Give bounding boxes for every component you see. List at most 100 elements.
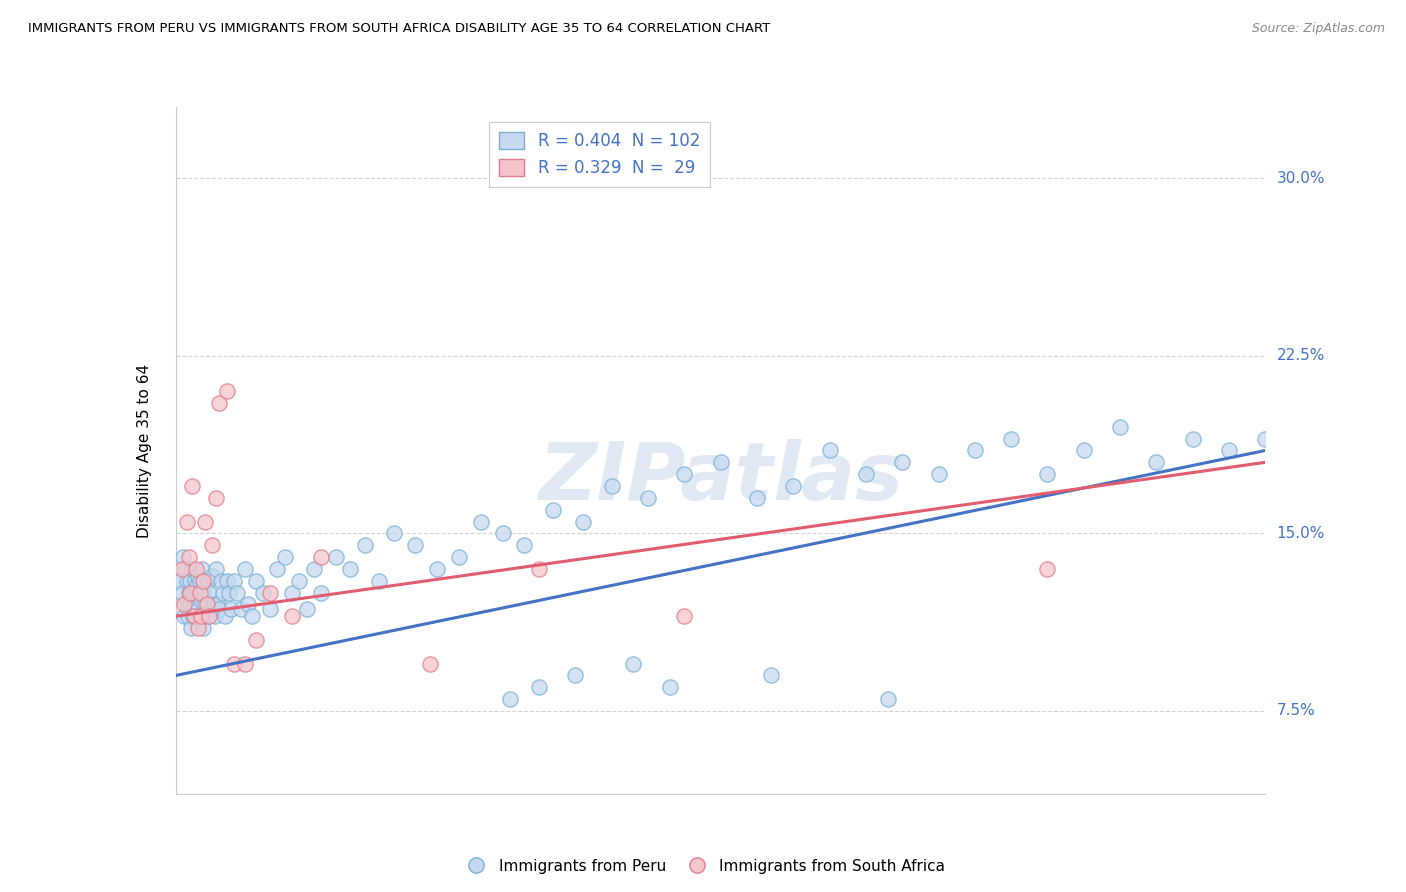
Text: ZIPatlas: ZIPatlas	[538, 439, 903, 517]
Point	[193, 574, 215, 588]
Point	[186, 621, 209, 635]
Point	[295, 602, 318, 616]
Point	[1000, 432, 1022, 446]
Point	[259, 585, 281, 599]
Point	[266, 562, 288, 576]
Point	[209, 574, 232, 588]
Point	[191, 562, 214, 576]
Point	[325, 549, 347, 564]
Text: 22.5%: 22.5%	[1277, 348, 1324, 363]
Point	[179, 598, 201, 612]
Point	[492, 526, 515, 541]
Point	[600, 479, 623, 493]
Point	[658, 681, 681, 695]
Point	[928, 467, 950, 482]
Point	[527, 681, 550, 695]
Point	[179, 585, 201, 599]
Point	[186, 578, 208, 592]
Point	[181, 479, 204, 493]
Point	[782, 479, 804, 493]
Point	[564, 668, 586, 682]
Point	[274, 549, 297, 564]
Point	[190, 592, 212, 607]
Point	[207, 598, 229, 612]
Point	[177, 585, 200, 599]
Point	[1218, 443, 1240, 458]
Point	[181, 609, 204, 624]
Text: IMMIGRANTS FROM PERU VS IMMIGRANTS FROM SOUTH AFRICA DISABILITY AGE 35 TO 64 COR: IMMIGRANTS FROM PERU VS IMMIGRANTS FROM …	[28, 22, 770, 36]
Point	[447, 549, 470, 564]
Point	[181, 562, 204, 576]
Point	[184, 585, 207, 599]
Point	[527, 562, 550, 576]
Point	[194, 598, 217, 612]
Point	[184, 562, 207, 576]
Point	[176, 598, 198, 612]
Point	[231, 602, 253, 616]
Point	[219, 602, 242, 616]
Point	[1036, 467, 1059, 482]
Point	[309, 585, 332, 599]
Point	[245, 574, 267, 588]
Point	[963, 443, 986, 458]
Text: 30.0%: 30.0%	[1277, 170, 1324, 186]
Point	[195, 609, 218, 624]
Point	[170, 585, 193, 599]
Point	[191, 621, 214, 635]
Point	[200, 602, 222, 616]
Point	[1181, 432, 1204, 446]
Point	[1109, 419, 1132, 434]
Point	[190, 609, 212, 624]
Point	[470, 515, 492, 529]
Point	[818, 443, 841, 458]
Point	[222, 574, 245, 588]
Point	[513, 538, 536, 552]
Point	[202, 598, 225, 612]
Y-axis label: Disability Age 35 to 64: Disability Age 35 to 64	[138, 363, 152, 538]
Point	[761, 668, 783, 682]
Point	[177, 549, 200, 564]
Point	[183, 609, 205, 624]
Point	[891, 455, 914, 469]
Point	[174, 562, 197, 576]
Point	[176, 574, 198, 588]
Point	[208, 602, 231, 616]
Point	[193, 574, 215, 588]
Point	[302, 562, 325, 576]
Point	[204, 491, 226, 505]
Point	[212, 585, 235, 599]
Point	[170, 562, 193, 576]
Point	[252, 585, 274, 599]
Point	[188, 585, 211, 599]
Legend: Immigrants from Peru, Immigrants from South Africa: Immigrants from Peru, Immigrants from So…	[454, 853, 952, 880]
Point	[201, 538, 224, 552]
Point	[259, 602, 281, 616]
Point	[710, 455, 733, 469]
Point	[218, 585, 240, 599]
Point	[188, 585, 211, 599]
Point	[222, 657, 245, 671]
Point	[177, 609, 200, 624]
Point	[176, 515, 198, 529]
Point	[309, 549, 332, 564]
Legend: R = 0.404  N = 102, R = 0.329  N =  29: R = 0.404 N = 102, R = 0.329 N = 29	[489, 122, 710, 187]
Point	[382, 526, 405, 541]
Point	[233, 562, 256, 576]
Point	[205, 562, 228, 576]
Point	[180, 621, 202, 635]
Point	[543, 502, 565, 516]
Text: 15.0%: 15.0%	[1277, 526, 1324, 541]
Point	[368, 574, 391, 588]
Point	[190, 609, 212, 624]
Point	[195, 598, 218, 612]
Point	[621, 657, 644, 671]
Point	[405, 538, 427, 552]
Point	[208, 396, 231, 410]
Point	[194, 515, 217, 529]
Point	[233, 657, 256, 671]
Point	[197, 574, 219, 588]
Point	[198, 609, 221, 624]
Point	[281, 585, 304, 599]
Text: 7.5%: 7.5%	[1277, 704, 1315, 718]
Point	[179, 574, 201, 588]
